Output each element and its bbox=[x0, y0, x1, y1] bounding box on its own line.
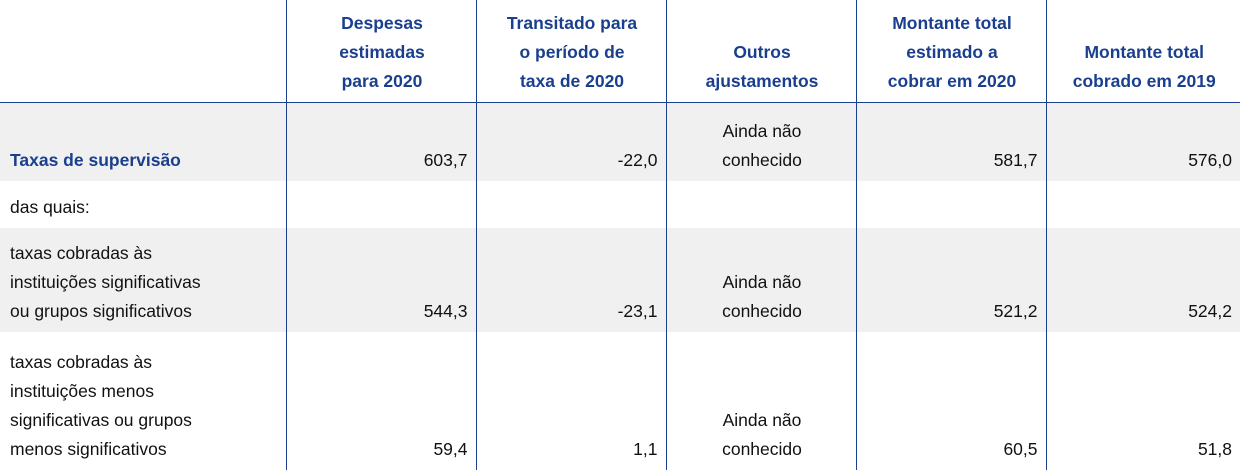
cell: 1,1 bbox=[475, 332, 666, 470]
cell: 521,2 bbox=[855, 228, 1046, 332]
cell: 544,3 bbox=[285, 228, 476, 332]
row-label: taxas cobradas às instituições menos sig… bbox=[10, 352, 192, 459]
column-header: Outros ajustamentos bbox=[665, 0, 856, 103]
row-label: Taxas de supervisão bbox=[0, 102, 286, 181]
cell: 59,4 bbox=[285, 332, 476, 470]
cell: Ainda não conhecido bbox=[665, 102, 856, 181]
cell: Ainda não conhecido bbox=[665, 332, 856, 470]
cell: 581,7 bbox=[855, 102, 1046, 181]
empty-cell bbox=[285, 181, 476, 228]
cell: -22,0 bbox=[475, 102, 666, 181]
empty-cell bbox=[665, 181, 856, 228]
cell: 60,5 bbox=[855, 332, 1046, 470]
table-row: das quais: bbox=[0, 181, 1240, 228]
empty-cell bbox=[1045, 181, 1240, 228]
column-header: Transitado para o período de taxa de 202… bbox=[475, 0, 666, 103]
cell: 524,2 bbox=[1045, 228, 1240, 332]
column-header: Montante total estimado a cobrar em 2020 bbox=[855, 0, 1046, 103]
cell: 51,8 bbox=[1045, 332, 1240, 470]
row-label: das quais: bbox=[10, 197, 90, 217]
empty-cell bbox=[475, 181, 666, 228]
cell: Ainda não conhecido bbox=[665, 228, 856, 332]
row-label: taxas cobradas às instituições significa… bbox=[0, 228, 286, 332]
table-row: Taxas de supervisão 603,7 -22,0 Ainda não c… bbox=[0, 102, 1240, 181]
empty-cell bbox=[855, 181, 1046, 228]
header-blank bbox=[0, 0, 286, 103]
table-body: Taxas de supervisão 603,7 -22,0 Ainda não c… bbox=[0, 102, 1240, 470]
column-header: Despesas estimadas para 2020 bbox=[285, 0, 476, 103]
column-header: Montante total cobrado em 2019 bbox=[1045, 0, 1240, 103]
cell: 576,0 bbox=[1045, 102, 1240, 181]
cell: -23,1 bbox=[475, 228, 666, 332]
cell: 603,7 bbox=[285, 102, 476, 181]
table-row: taxas cobradas às instituições menos sig… bbox=[0, 332, 1240, 470]
header-row: Despesas estimadas para 2020 Transitado p… bbox=[0, 0, 1240, 103]
table-row: taxas cobradas às instituições significa… bbox=[0, 228, 1240, 332]
